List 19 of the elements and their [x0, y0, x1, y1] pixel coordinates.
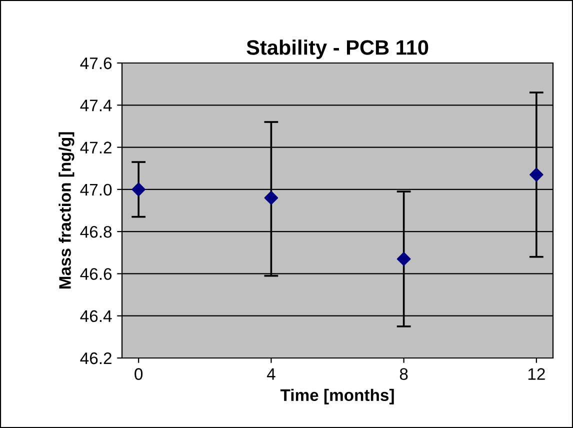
- y-tick-label: 46.2: [80, 352, 112, 364]
- point: [396, 252, 411, 266]
- point: [132, 182, 146, 196]
- chart-title: Stability - PCB 110: [246, 40, 428, 59]
- y-tick-label: 47.2: [80, 142, 112, 154]
- y-tick-label: 46.8: [80, 226, 112, 238]
- x-axis-title: Time [months]: [280, 388, 394, 404]
- x-tick-label: 0: [134, 368, 143, 380]
- y-tick-label: 47.0: [80, 184, 112, 196]
- point: [264, 190, 278, 205]
- y-tick-label: 46.4: [80, 310, 112, 322]
- y-tick-label: 47.4: [80, 100, 112, 112]
- point: [530, 168, 544, 182]
- x-tick-label: 8: [400, 368, 408, 380]
- y-tick-label: 46.6: [80, 268, 112, 280]
- x-tick-label: 4: [266, 368, 276, 380]
- y-axis-title: Mass fraction [ng/g]: [58, 132, 74, 289]
- x-tick-label: 12: [528, 368, 545, 380]
- y-tick-label: 47.6: [80, 57, 112, 70]
